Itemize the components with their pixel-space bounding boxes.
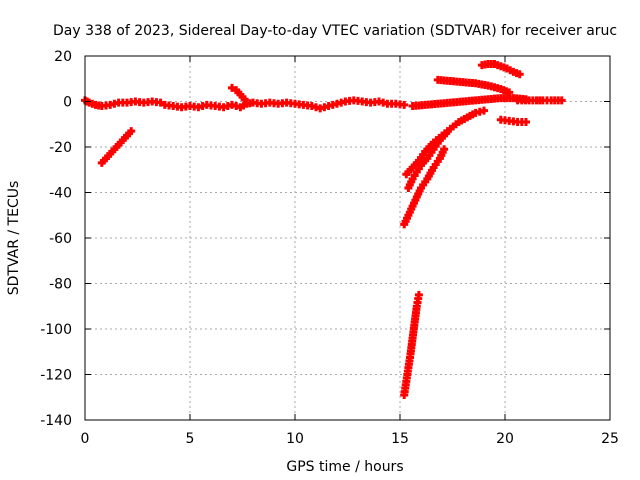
series-track — [404, 129, 451, 192]
data-point — [127, 127, 136, 136]
data-point — [240, 95, 249, 104]
x-tick-label: 5 — [186, 431, 195, 447]
y-tick-label: -20 — [49, 140, 72, 156]
y-axis-title: SDTVAR / TECUs — [6, 181, 22, 296]
chart-title: Day 338 of 2023, Sidereal Day-to-day VTE… — [53, 23, 617, 39]
y-tick-label: -140 — [40, 413, 72, 429]
data-point — [557, 96, 566, 105]
series-track — [228, 83, 249, 104]
data-point — [400, 100, 409, 109]
x-tick-label: 0 — [81, 431, 90, 447]
series-track — [400, 145, 449, 229]
data-point — [480, 106, 488, 115]
series-track — [433, 75, 514, 97]
y-tick-label: -60 — [49, 231, 72, 247]
series-track — [477, 59, 524, 79]
x-axis-title: GPS time / hours — [286, 459, 403, 475]
data-point — [156, 98, 165, 107]
data-point — [522, 117, 530, 126]
x-tick-label: 20 — [496, 431, 514, 447]
y-tick-label: 0 — [63, 95, 72, 111]
series-track — [400, 290, 423, 399]
series-track — [496, 115, 530, 126]
series-track — [97, 127, 136, 167]
x-tick-label: 15 — [391, 431, 409, 447]
data-series — [81, 59, 566, 399]
data-point — [228, 83, 236, 92]
y-tick-label: 20 — [54, 49, 72, 65]
data-point — [442, 129, 451, 138]
data-point — [414, 290, 423, 299]
series-track — [513, 96, 566, 105]
series-track — [81, 96, 165, 111]
x-tick-label: 10 — [286, 431, 304, 447]
y-tick-label: -120 — [40, 368, 72, 384]
y-tick-label: -100 — [40, 322, 72, 338]
series-track — [408, 94, 530, 111]
data-point — [440, 145, 449, 154]
grid — [85, 56, 610, 420]
data-point — [505, 88, 514, 97]
series-track — [160, 96, 409, 113]
x-tick-label: 25 — [601, 431, 619, 447]
data-point — [515, 70, 524, 79]
y-tick-label: -40 — [49, 186, 72, 202]
axis-ticks: 0 5 10 15 20 25 20 0 -20 -40 -60 -80 -100 -120 -140 — [40, 49, 619, 447]
y-tick-label: -80 — [49, 277, 72, 293]
